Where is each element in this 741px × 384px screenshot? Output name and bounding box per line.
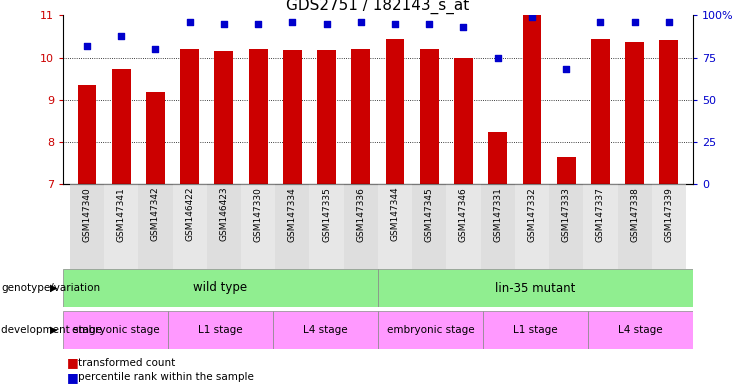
Bar (454, 58, 473, 184)
Bar (78, 85, 96, 184)
Bar (385, 39, 405, 184)
Text: transformed count: transformed count (78, 358, 175, 368)
Text: GSM147330: GSM147330 (253, 187, 262, 242)
Bar (378, 269, 693, 307)
Text: GSM147346: GSM147346 (459, 187, 468, 242)
Text: GSM147341: GSM147341 (116, 187, 126, 242)
Text: GSM147344: GSM147344 (391, 187, 399, 242)
Bar (378, 184, 412, 269)
Bar (275, 184, 310, 269)
Point (389, 21, 401, 27)
Text: embryonic stage: embryonic stage (387, 325, 474, 335)
Text: ■: ■ (67, 371, 79, 384)
Bar (207, 184, 241, 269)
Point (492, 55, 504, 61)
Bar (583, 184, 617, 269)
Text: GSM147339: GSM147339 (665, 187, 674, 242)
Bar (659, 40, 678, 184)
Bar (446, 184, 481, 269)
Bar (488, 131, 507, 184)
Bar (283, 50, 302, 184)
Point (81, 43, 93, 49)
Title: GDS2751 / 182143_s_at: GDS2751 / 182143_s_at (286, 0, 470, 14)
Text: percentile rank within the sample: percentile rank within the sample (78, 372, 253, 382)
Text: ▶: ▶ (50, 325, 58, 335)
Text: L1 stage: L1 stage (198, 325, 243, 335)
Bar (173, 184, 207, 269)
Point (287, 19, 299, 25)
Bar (549, 184, 583, 269)
Bar (481, 184, 515, 269)
Text: GSM147342: GSM147342 (151, 187, 160, 242)
Point (184, 19, 196, 25)
Bar (515, 184, 549, 269)
Text: GSM147337: GSM147337 (596, 187, 605, 242)
Bar (112, 70, 130, 184)
Text: GSM147335: GSM147335 (322, 187, 331, 242)
Bar (180, 49, 199, 184)
Bar (378, 311, 483, 349)
Text: L1 stage: L1 stage (513, 325, 558, 335)
Bar (214, 51, 233, 184)
Point (116, 33, 127, 39)
Text: GSM147336: GSM147336 (356, 187, 365, 242)
Bar (63, 311, 168, 349)
Bar (483, 311, 588, 349)
Point (526, 14, 538, 20)
Bar (588, 311, 693, 349)
Bar (241, 184, 275, 269)
Bar (273, 311, 378, 349)
Text: wild type: wild type (193, 281, 247, 295)
Bar (522, 15, 542, 184)
Text: lin-35 mutant: lin-35 mutant (495, 281, 576, 295)
Text: GSM147331: GSM147331 (494, 187, 502, 242)
Bar (168, 311, 273, 349)
Text: GSM147338: GSM147338 (630, 187, 639, 242)
Point (628, 19, 640, 25)
Bar (617, 184, 652, 269)
Point (150, 46, 162, 52)
Point (423, 21, 435, 27)
Point (560, 66, 572, 73)
Bar (104, 184, 139, 269)
Bar (70, 184, 104, 269)
Bar (146, 92, 165, 184)
Point (321, 21, 333, 27)
Bar (317, 50, 336, 184)
Bar (310, 184, 344, 269)
Bar (412, 184, 446, 269)
Text: ▶: ▶ (50, 283, 58, 293)
Point (252, 21, 264, 27)
Point (355, 19, 367, 25)
Point (594, 19, 606, 25)
Text: GSM147333: GSM147333 (562, 187, 571, 242)
Bar (139, 184, 173, 269)
Text: genotype/variation: genotype/variation (1, 283, 101, 293)
Point (218, 21, 230, 27)
Bar (556, 157, 576, 184)
Text: L4 stage: L4 stage (618, 325, 662, 335)
Bar (591, 39, 610, 184)
Text: ■: ■ (67, 356, 79, 369)
Text: GSM147340: GSM147340 (82, 187, 91, 242)
Point (663, 19, 675, 25)
Bar (249, 49, 268, 184)
Bar (351, 49, 370, 184)
Text: embryonic stage: embryonic stage (72, 325, 159, 335)
Bar (63, 269, 378, 307)
Text: GSM147332: GSM147332 (528, 187, 536, 242)
Bar (344, 184, 378, 269)
Text: L4 stage: L4 stage (303, 325, 348, 335)
Text: GSM146422: GSM146422 (185, 187, 194, 242)
Text: development stage: development stage (1, 325, 102, 335)
Text: GSM146423: GSM146423 (219, 187, 228, 242)
Bar (625, 41, 644, 184)
Bar (652, 184, 686, 269)
Text: GSM147345: GSM147345 (425, 187, 433, 242)
Bar (420, 49, 439, 184)
Text: GSM147334: GSM147334 (288, 187, 297, 242)
Point (457, 24, 469, 30)
